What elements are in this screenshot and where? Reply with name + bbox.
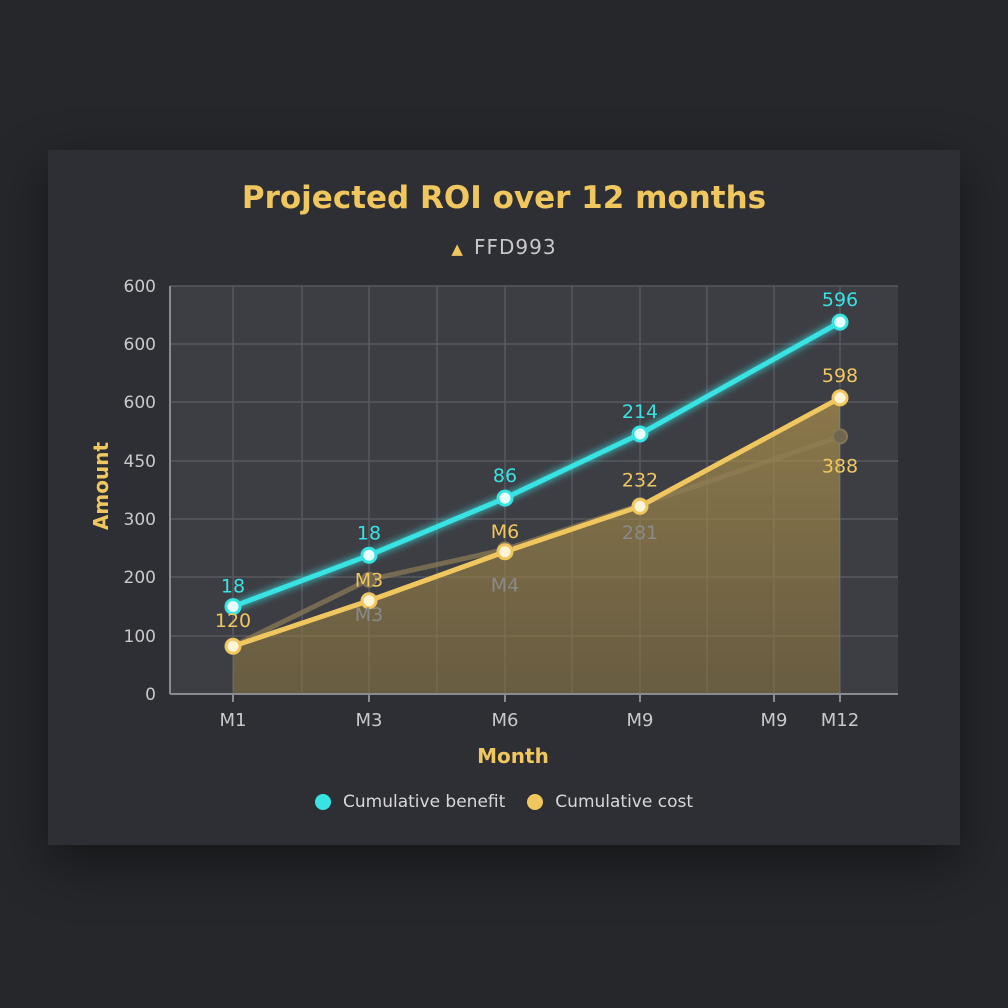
subtitle-text: FFD993 (473, 235, 557, 259)
benefit-data-label: 596 (822, 289, 858, 311)
cost-data-label: 120 (215, 610, 251, 632)
ghost-point (361, 571, 377, 588)
cost-data-label: M3 (355, 570, 383, 592)
x-tick-label: M9 (627, 710, 654, 731)
legend-label-benefit: Cumulative benefit (343, 792, 506, 812)
x-axis-title: Month (477, 744, 549, 768)
chart-title: Projected ROI over 12 months (241, 180, 767, 216)
benefit-data-label: 86 (493, 465, 517, 487)
cost-point (831, 389, 849, 407)
cost-point (496, 543, 514, 561)
cost-point (631, 497, 649, 515)
benefit-data-label: 214 (622, 401, 658, 423)
cost-point (224, 637, 242, 655)
benefit-data-label: 18 (221, 576, 245, 598)
benefit-point (224, 598, 242, 616)
y-tick-label: 200 (124, 568, 156, 588)
legend-item-cost[interactable]: Cumulative cost (527, 792, 693, 812)
ghost-data-label: 281 (622, 522, 658, 544)
benefit-point (831, 313, 849, 331)
series-markers (224, 313, 849, 655)
x-tick-label: M6 (492, 710, 519, 731)
y-tick-label: 600 (124, 335, 156, 355)
x-tick-label: M3 (356, 710, 383, 731)
ghost-data-label: 388 (822, 455, 858, 477)
x-tick-label: M9 (761, 710, 788, 731)
cost-point (360, 592, 378, 610)
legend-dot-cost (527, 794, 544, 810)
y-tick-label: 100 (124, 627, 156, 647)
benefit-data-label: 18 (357, 522, 381, 544)
benefit-point (496, 489, 514, 507)
y-tick-label: 450 (124, 452, 156, 472)
y-tick-label: 300 (124, 510, 156, 530)
chart-subtitle: ▲ FFD993 (0, 235, 1008, 259)
cost-data-label: 232 (622, 469, 658, 491)
cost-data-label: M6 (491, 521, 519, 543)
legend-label-cost: Cumulative cost (555, 792, 693, 812)
ghost-data-label: M4 (491, 574, 519, 596)
x-tick-label: M12 (821, 710, 859, 731)
cost-area (233, 397, 840, 694)
area-fill (233, 397, 840, 694)
cost-data-label: 598 (822, 365, 858, 387)
legend-dot-benefit (315, 794, 331, 810)
y-tick-label: 600 (124, 393, 156, 413)
ghost-data-label: M3 (355, 604, 383, 626)
ghost-point (832, 428, 848, 445)
y-axis-title: Amount (89, 442, 113, 531)
benefit-point (360, 546, 378, 564)
y-tick-label: 0 (145, 685, 156, 705)
axes: 0 100 200 300 450 600 600 600 M1 M3 M6 M9 M9 M12 (124, 277, 898, 731)
x-tick-label: M1 (220, 710, 247, 731)
legend: Cumulative benefit Cumulative cost (0, 792, 1008, 812)
legend-item-benefit[interactable]: Cumulative benefit (315, 792, 505, 812)
triangle-icon: ▲ (451, 240, 464, 258)
benefit-point (631, 425, 649, 443)
y-tick-label: 600 (124, 277, 156, 297)
data-labels: 18 18 86 214 596 120 M3 M6 232 598 M3 M4 281 388 (215, 289, 858, 632)
